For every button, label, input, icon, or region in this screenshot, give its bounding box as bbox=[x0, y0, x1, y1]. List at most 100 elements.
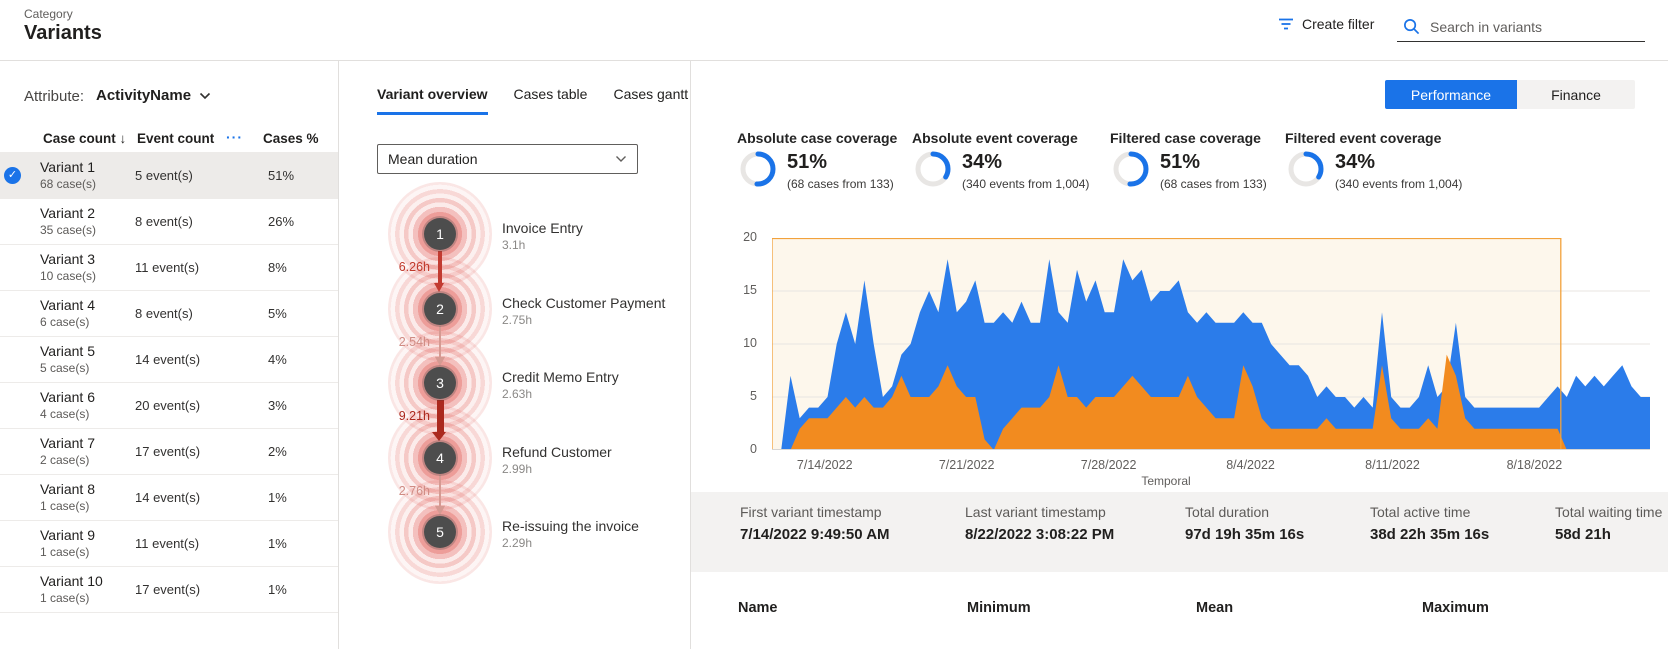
page-title: Variants bbox=[24, 22, 102, 44]
column-header-event-count[interactable]: Event count bbox=[137, 131, 215, 146]
variant-case-count: 1 case(s) bbox=[40, 499, 90, 513]
activity-name: Check Customer Payment bbox=[502, 294, 666, 311]
column-header-cases-pct[interactable]: Cases % bbox=[263, 131, 319, 146]
kpi-label: Filtered event coverage bbox=[1285, 130, 1442, 146]
variant-cases-pct: 2% bbox=[268, 444, 287, 459]
variant-title: Variant 9 bbox=[40, 527, 95, 543]
kpi-donut-icon bbox=[1112, 150, 1150, 188]
table-column-header-mean[interactable]: Mean bbox=[1196, 600, 1234, 616]
variant-case-count: 2 case(s) bbox=[40, 453, 90, 467]
variant-title: Variant 2 bbox=[40, 205, 95, 221]
tab-cases-gantt[interactable]: Cases gantt bbox=[613, 86, 689, 102]
variant-cases-pct: 5% bbox=[268, 306, 287, 321]
variant-row[interactable]: Variant 2 35 case(s) 8 event(s) 26% bbox=[0, 199, 338, 245]
flow-node-4[interactable]: 4 bbox=[424, 441, 456, 474]
view-toggle: Performance Finance bbox=[1385, 80, 1635, 109]
kpi-percentage: 51% bbox=[1160, 151, 1201, 173]
flow-node-2[interactable]: 2 bbox=[424, 292, 456, 325]
variant-case-count: 1 case(s) bbox=[40, 545, 90, 559]
tab-cases-table[interactable]: Cases table bbox=[513, 86, 588, 102]
activity-duration: 2.63h bbox=[502, 387, 533, 401]
flow-node-5[interactable]: 5 bbox=[424, 516, 456, 548]
table-column-header-maximum[interactable]: Maximum bbox=[1422, 600, 1489, 616]
variant-title: Variant 1 bbox=[40, 159, 95, 175]
search-box[interactable] bbox=[1397, 12, 1645, 42]
x-axis-label: 8/18/2022 bbox=[1506, 458, 1563, 472]
activity-name: Refund Customer bbox=[502, 443, 612, 460]
more-options-icon[interactable]: ··· bbox=[226, 129, 243, 145]
variant-row[interactable]: Variant 3 10 case(s) 11 event(s) 8% bbox=[0, 245, 338, 291]
activity-name: Credit Memo Entry bbox=[502, 369, 619, 385]
flow-node-1[interactable]: 1 bbox=[424, 218, 456, 250]
variant-row[interactable]: Variant 8 1 case(s) 14 event(s) 1% bbox=[0, 475, 338, 521]
y-axis-label: 0 bbox=[750, 442, 757, 456]
y-axis-label: 5 bbox=[750, 389, 757, 403]
flow-edge bbox=[438, 325, 442, 358]
x-axis-label: 7/21/2022 bbox=[938, 458, 995, 472]
kpi-donut-icon bbox=[914, 150, 952, 188]
variant-event-count: 8 event(s) bbox=[135, 306, 193, 321]
finance-tab-button[interactable]: Finance bbox=[1517, 80, 1635, 109]
temporal-area-chart[interactable] bbox=[771, 237, 1650, 450]
stat-value: 38d 22h 35m 16s bbox=[1370, 526, 1490, 543]
variant-row[interactable]: Variant 7 2 case(s) 17 event(s) 2% bbox=[0, 429, 338, 475]
flow-edge-arrowhead bbox=[435, 506, 445, 515]
activity-duration: 2.29h bbox=[502, 536, 533, 550]
header-divider bbox=[0, 60, 1668, 61]
variant-cases-pct: 1% bbox=[268, 582, 287, 597]
edge-duration-label: 9.21h bbox=[398, 409, 430, 424]
performance-tab-button[interactable]: Performance bbox=[1385, 80, 1517, 109]
variant-row[interactable]: ✓ Variant 1 68 case(s) 5 event(s) 51% bbox=[0, 153, 338, 199]
flow-node-3[interactable]: 3 bbox=[424, 367, 456, 399]
attribute-dropdown[interactable]: ActivityName bbox=[96, 87, 211, 104]
activity-duration: 2.75h bbox=[502, 312, 533, 327]
variant-event-count: 17 event(s) bbox=[135, 582, 201, 597]
table-column-header-name[interactable]: Name bbox=[738, 600, 778, 616]
create-filter-label: Create filter bbox=[1302, 16, 1375, 32]
variant-event-count: 11 event(s) bbox=[135, 260, 200, 275]
kpi-label: Absolute event coverage bbox=[912, 130, 1078, 146]
kpi-label: Absolute case coverage bbox=[737, 130, 898, 146]
stat-label: Total waiting time bbox=[1555, 504, 1663, 520]
flow-edge bbox=[438, 474, 442, 507]
variant-cases-pct: 1% bbox=[268, 490, 287, 505]
kpi-label: Filtered case coverage bbox=[1110, 130, 1261, 146]
variant-event-count: 17 event(s) bbox=[135, 444, 201, 459]
sort-descending-icon: ↓ bbox=[119, 131, 127, 146]
edge-duration-label: 6.26h bbox=[398, 260, 430, 275]
y-axis-label: 15 bbox=[743, 283, 757, 297]
x-axis-label: 8/4/2022 bbox=[1226, 458, 1275, 472]
search-icon bbox=[1404, 19, 1420, 35]
variant-row[interactable]: Variant 9 1 case(s) 11 event(s) 1% bbox=[0, 521, 338, 567]
variant-title: Variant 6 bbox=[40, 389, 95, 405]
tab-variant-overview[interactable]: Variant overview bbox=[377, 86, 488, 115]
table-column-header-minimum[interactable]: Minimum bbox=[967, 600, 1031, 616]
variant-row[interactable]: Variant 6 4 case(s) 20 event(s) 3% bbox=[0, 383, 338, 429]
edge-duration-label: 2.76h bbox=[398, 483, 430, 498]
column-header-case-count[interactable]: Case count ↓ bbox=[43, 131, 127, 146]
variant-event-count: 11 event(s) bbox=[135, 536, 200, 551]
variant-cases-pct: 26% bbox=[268, 214, 295, 229]
variant-case-count: 5 case(s) bbox=[40, 361, 90, 375]
variant-row[interactable]: Variant 5 5 case(s) 14 event(s) 4% bbox=[0, 337, 338, 383]
create-filter-button[interactable]: Create filter bbox=[1278, 16, 1374, 32]
flow-edge-arrowhead bbox=[434, 282, 445, 292]
x-axis-label: 7/14/2022 bbox=[796, 458, 853, 472]
variant-row[interactable]: Variant 10 1 case(s) 17 event(s) 1% bbox=[0, 567, 338, 613]
variant-title: Variant 10 bbox=[40, 573, 103, 589]
filter-icon bbox=[1279, 18, 1293, 30]
activity-duration: 2.99h bbox=[502, 461, 533, 476]
variant-list: ✓ Variant 1 68 case(s) 5 event(s) 51% Variant… bbox=[0, 152, 338, 613]
variant-case-count: 10 case(s) bbox=[40, 269, 97, 283]
variant-case-count: 35 case(s) bbox=[40, 223, 97, 237]
kpi-subtitle: (68 cases from 133) bbox=[1160, 177, 1267, 191]
variant-case-count: 1 case(s) bbox=[40, 591, 90, 605]
variant-row[interactable]: Variant 4 6 case(s) 8 event(s) 5% bbox=[0, 291, 338, 337]
search-input[interactable] bbox=[1430, 18, 1630, 35]
variant-title: Variant 3 bbox=[40, 251, 95, 267]
variant-title: Variant 4 bbox=[40, 297, 95, 313]
chevron-down-icon bbox=[616, 156, 626, 162]
duration-metric-dropdown[interactable]: Mean duration bbox=[377, 144, 638, 174]
variant-event-count: 20 event(s) bbox=[135, 398, 201, 413]
